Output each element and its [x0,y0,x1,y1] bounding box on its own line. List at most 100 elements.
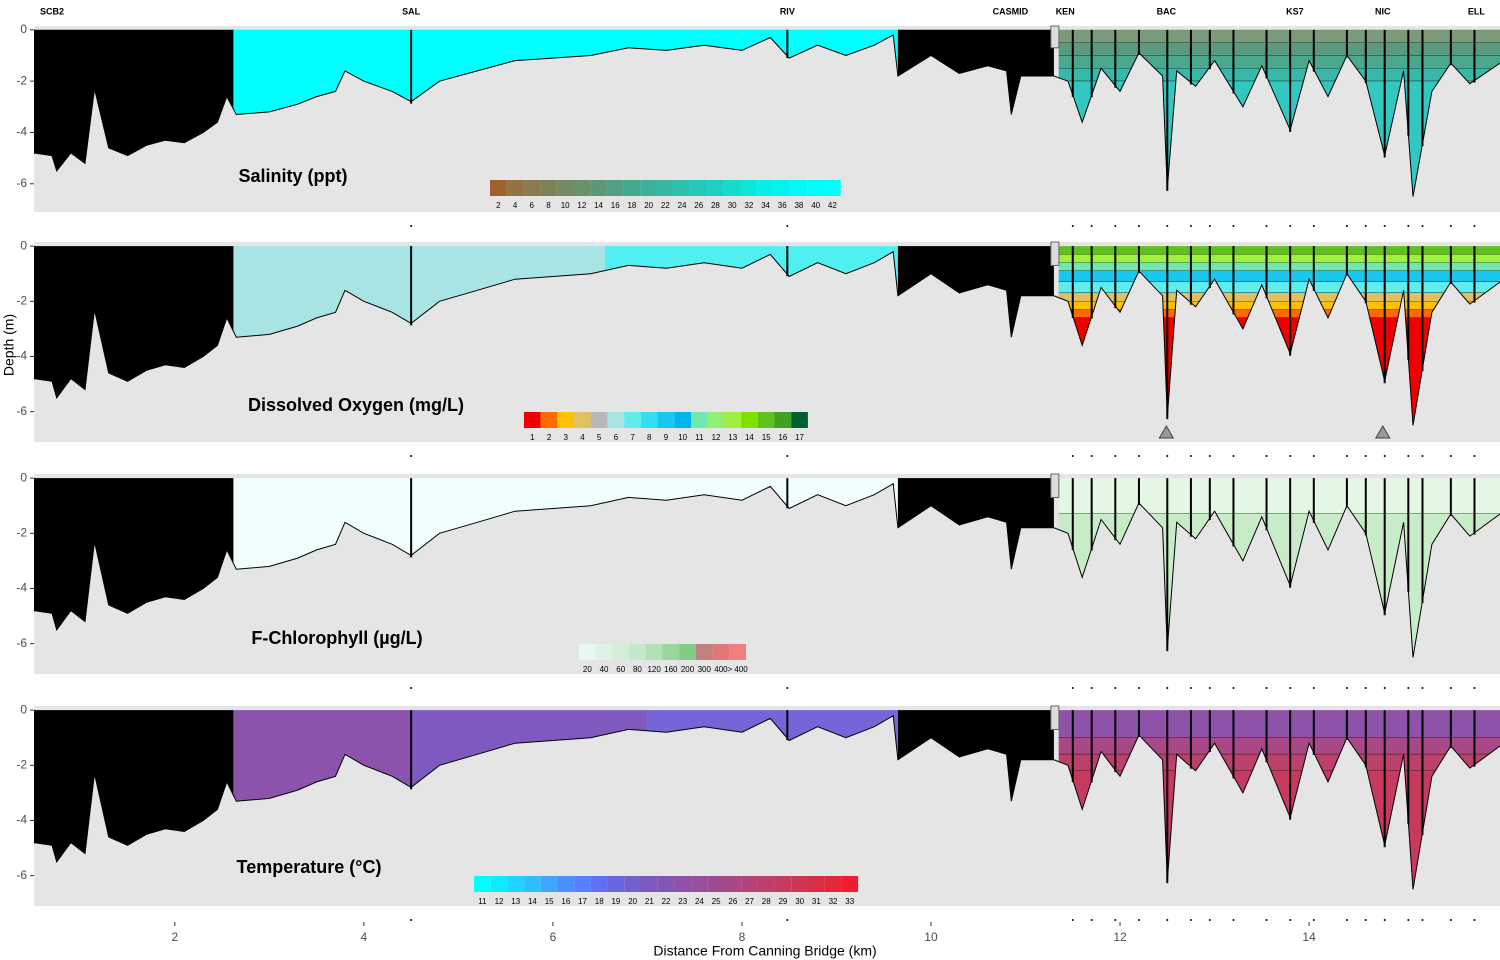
y-tick-label: 0 [20,238,27,252]
site-label: SAL [402,6,421,16]
station-dot [410,687,413,689]
colorbar-swatch [724,412,742,428]
colorbar-label: 33 [845,897,854,906]
colorbar-swatch [624,412,641,428]
colorbar-label: 200 [681,665,695,674]
y-tick-label: -4 [16,125,27,139]
colorbar-label: 28 [762,897,771,906]
colorbar-swatch [741,876,758,892]
colorbar-swatch [590,412,608,428]
station-dot [1114,919,1117,921]
x-axis-label: Distance From Canning Bridge (km) [653,943,876,959]
colorbar-label: 14 [594,201,603,210]
station-dot [1137,919,1140,921]
colorbar-swatch [674,412,691,428]
colorbar-swatch [757,876,775,892]
station-dot [1407,919,1410,921]
colorbar-label: 15 [545,897,554,906]
colorbar-label: 17 [578,897,587,906]
colorbar-swatch [629,644,646,660]
station-dot [1166,225,1169,227]
station-dot [1189,919,1192,921]
field-band [1058,282,1500,294]
unsampled-region [897,246,1054,338]
colorbar-swatch [774,412,792,428]
station-dot [1421,225,1424,227]
unsampled-region [34,246,234,398]
y-tick-label: -6 [16,404,27,418]
colorbar-swatch [773,180,791,196]
colorbar-label: 160 [664,665,678,674]
station-dot [1364,225,1367,227]
colorbar-label: 22 [661,201,670,210]
station-dot [1345,687,1348,689]
colorbar-swatch [590,876,608,892]
y-tick-label: -6 [16,636,27,650]
station-dot [1345,225,1348,227]
station-dot [1090,225,1093,227]
colorbar-label: 10 [561,201,570,210]
station-dot [1137,225,1140,227]
colorbar-swatch [640,412,658,428]
station-dot [1166,455,1169,457]
station-dot [1137,687,1140,689]
colorbar-swatch [808,876,825,892]
colorbar-label: 29 [778,897,787,906]
colorbar-swatch [774,876,792,892]
colorbar-label: 60 [616,665,625,674]
sample-marker [1374,425,1391,439]
colorbar-swatch [474,876,491,892]
colorbar-swatch [707,412,725,428]
colorbar-swatch [690,180,708,196]
station-dot [1345,919,1348,921]
unsampled-region [34,710,234,862]
colorbar-swatch [824,876,842,892]
colorbar-swatch [574,412,591,428]
y-tick-label: -2 [16,73,27,87]
station-dot [1449,919,1452,921]
colorbar-swatch [573,180,591,196]
y-tick-label: -2 [16,293,27,307]
colorbar-label: 16 [561,897,570,906]
colorbar-swatch [695,644,713,660]
colorbar-swatch [574,876,591,892]
colorbar-swatch [729,644,746,660]
colorbar-swatch [590,180,607,196]
field-band [1058,478,1500,514]
colorbar-label: 12 [712,433,721,442]
colorbar-label: 10 [678,433,687,442]
station-dot [1265,687,1268,689]
colorbar-label: 12 [577,201,586,210]
field-band [1058,293,1500,302]
y-tick-label: -4 [16,349,27,363]
field-band [1058,55,1500,69]
colorbar-label: 11 [695,433,704,442]
unsampled-region [34,478,234,630]
colorbar-label: 2 [496,201,501,210]
colorbar-swatch [523,180,541,196]
colorbar-label: 15 [762,433,771,442]
colorbar-label: 4 [513,201,518,210]
station-dot [1421,919,1424,921]
station-dot [1312,687,1315,689]
unsampled-region [897,478,1054,570]
station-dot [1364,455,1367,457]
colorbar-label: 14 [745,433,754,442]
colorbar-label: 24 [678,201,687,210]
colorbar-label: 30 [728,201,737,210]
colorbar-swatch [607,412,625,428]
colorbar-swatch [662,644,680,660]
field-band [1058,737,1500,755]
station-dot [1208,225,1211,227]
y-tick-label: -6 [16,176,27,190]
colorbar-swatch [790,180,808,196]
region-marker [1050,241,1060,266]
colorbar-swatch [624,876,641,892]
station-dot [786,225,789,227]
station-dot [1232,687,1235,689]
station-dot [1090,687,1093,689]
colorbar-swatch [579,644,596,660]
colorbar-swatch [641,876,658,892]
colorbar-swatch [657,876,675,892]
colorbar-swatch [640,180,657,196]
